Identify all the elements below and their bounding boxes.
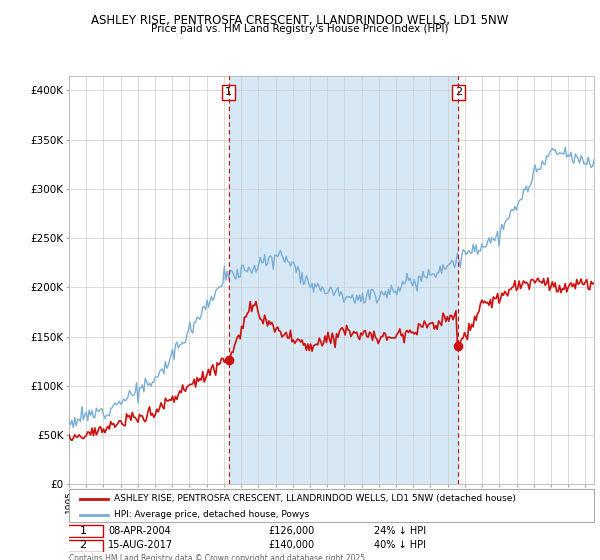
Text: £126,000: £126,000	[269, 526, 315, 536]
Text: £140,000: £140,000	[269, 540, 314, 550]
Bar	[229, 76, 458, 484]
Text: 24% ↓ HPI: 24% ↓ HPI	[373, 526, 425, 536]
Text: HPI: Average price, detached house, Powys: HPI: Average price, detached house, Powy…	[113, 510, 309, 519]
Text: 2: 2	[80, 540, 87, 550]
Text: 1: 1	[80, 526, 86, 536]
Text: Price paid vs. HM Land Registry's House Price Index (HPI): Price paid vs. HM Land Registry's House …	[151, 24, 449, 34]
Text: ASHLEY RISE, PENTROSFA CRESCENT, LLANDRINDOD WELLS, LD1 5NW (detached house): ASHLEY RISE, PENTROSFA CRESCENT, LLANDRI…	[113, 494, 515, 503]
Text: 1: 1	[225, 87, 232, 97]
Text: 2: 2	[455, 87, 462, 97]
FancyBboxPatch shape	[64, 539, 103, 552]
FancyBboxPatch shape	[69, 489, 594, 522]
Text: 15-AUG-2017: 15-AUG-2017	[109, 540, 173, 550]
Text: Contains HM Land Registry data © Crown copyright and database right 2025.
This d: Contains HM Land Registry data © Crown c…	[69, 554, 367, 560]
Text: ASHLEY RISE, PENTROSFA CRESCENT, LLANDRINDOD WELLS, LD1 5NW: ASHLEY RISE, PENTROSFA CRESCENT, LLANDRI…	[91, 14, 509, 27]
Text: 40% ↓ HPI: 40% ↓ HPI	[373, 540, 425, 550]
FancyBboxPatch shape	[64, 525, 103, 537]
Text: 08-APR-2004: 08-APR-2004	[109, 526, 171, 536]
